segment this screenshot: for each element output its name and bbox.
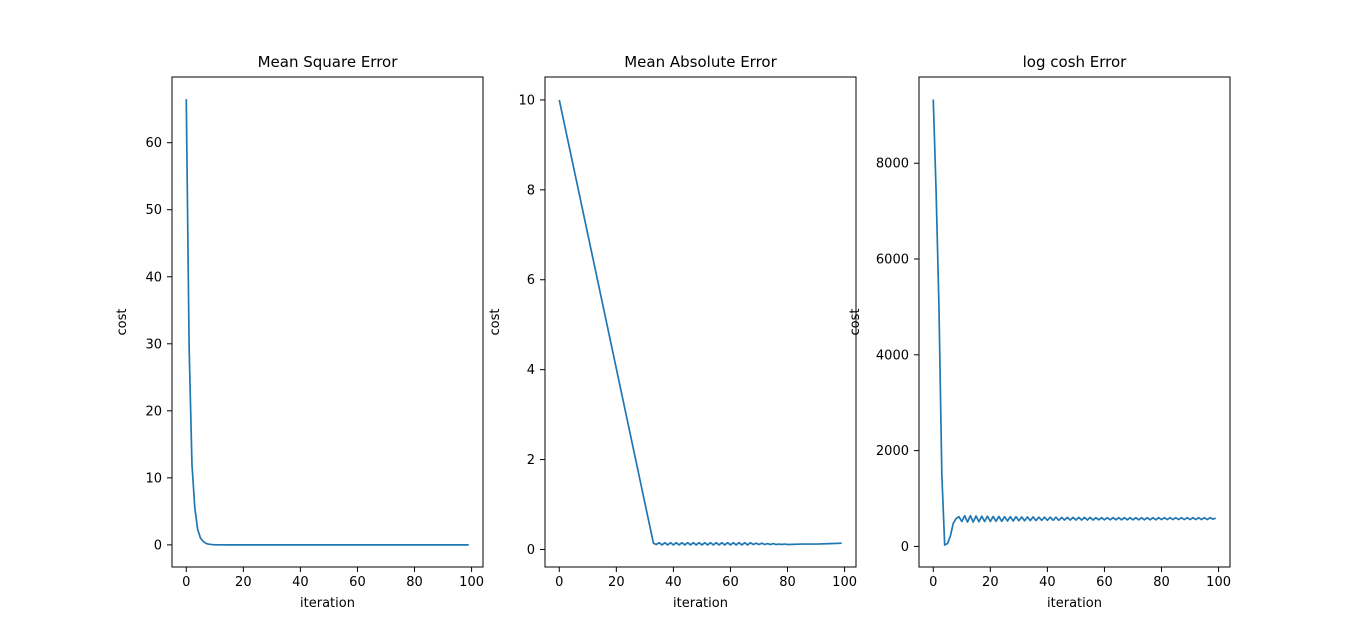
y-axis-label: cost	[488, 309, 503, 336]
y-tick-label: 6	[527, 273, 535, 288]
chart-title: Mean Square Error	[258, 53, 399, 71]
x-tick-label: 0	[929, 575, 937, 590]
x-axis-label: iteration	[1047, 596, 1102, 611]
y-tick-label: 10	[145, 471, 162, 486]
axes-frame	[544, 76, 857, 568]
subplot-2: Mean Absolute Error 0 20 40 60 80 100 0 2 4 6 8 10 it…	[488, 53, 857, 611]
y-tick-label: 2	[527, 453, 535, 468]
x-tick-label: 40	[1039, 575, 1056, 590]
y-tick-label: 2000	[876, 444, 909, 459]
y-tick-label: 0	[901, 540, 909, 555]
y-tick-label: 4000	[876, 348, 909, 363]
x-tick-label: 20	[982, 575, 999, 590]
y-tick-label: 30	[145, 337, 162, 352]
x-tick-label: 100	[832, 575, 857, 590]
series-line	[932, 99, 1217, 546]
chart-title: log cosh Error	[1023, 53, 1128, 71]
chart-title: Mean Absolute Error	[624, 53, 777, 71]
y-tick-label: 4	[527, 363, 535, 378]
y-tick-label: 20	[145, 404, 162, 419]
x-tick-label: 80	[779, 575, 796, 590]
y-tick-label: 10	[518, 93, 535, 108]
y-tick-label: 6000	[876, 253, 909, 268]
axes-frame	[171, 76, 484, 568]
x-tick-label: 0	[555, 575, 563, 590]
subplot-1: Mean Square Error 0 20 40 60 80 100 0 10 20 30 40 50…	[115, 53, 484, 611]
x-tick-label: 20	[608, 575, 625, 590]
x-tick-label: 60	[722, 575, 739, 590]
x-axis-label: iteration	[673, 596, 728, 611]
x-tick-label: 40	[665, 575, 682, 590]
y-tick-label: 0	[154, 538, 162, 553]
x-tick-label: 80	[1153, 575, 1170, 590]
y-axis-label: cost	[115, 309, 130, 336]
series-line	[558, 99, 842, 546]
subplot-3: log cosh Error 0 20 40 60 80 100 0 2000 4000 6000 8…	[848, 53, 1231, 611]
x-axis-label: iteration	[300, 596, 355, 611]
y-tick-label: 8	[527, 183, 535, 198]
x-tick-label: 0	[182, 575, 190, 590]
y-tick-label: 40	[145, 270, 162, 285]
x-tick-label: 60	[1096, 575, 1113, 590]
y-tick-label: 50	[145, 203, 162, 218]
x-tick-label: 80	[406, 575, 423, 590]
y-tick-label: 8000	[876, 157, 909, 172]
y-tick-label: 0	[527, 543, 535, 558]
axes-frame	[918, 76, 1231, 568]
y-tick-label: 60	[145, 136, 162, 151]
x-tick-label: 100	[1206, 575, 1231, 590]
x-tick-label: 20	[235, 575, 252, 590]
x-tick-label: 40	[292, 575, 309, 590]
series-line	[185, 99, 469, 546]
x-tick-label: 60	[349, 575, 366, 590]
x-tick-label: 100	[459, 575, 484, 590]
y-axis-label: cost	[848, 309, 863, 336]
